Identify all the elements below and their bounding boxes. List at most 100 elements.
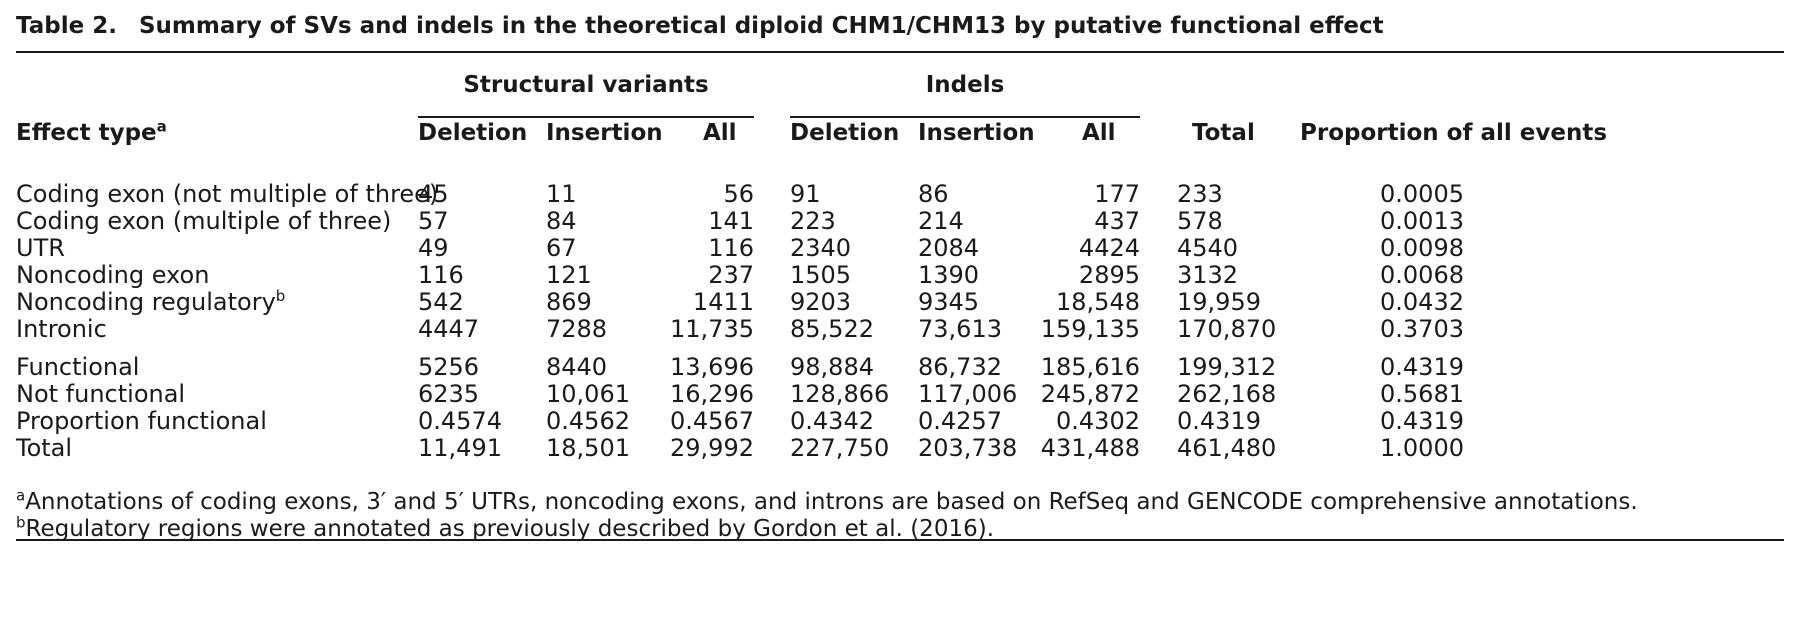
column-header-proportion: Proportion of all events: [1300, 120, 1608, 146]
row-footnote-mark: b: [275, 287, 286, 305]
caption-label: Table 2.: [16, 13, 117, 39]
row-label: Functional: [16, 353, 140, 381]
cell-indel-all: 177: [1094, 180, 1140, 208]
cell-indel-all: 437: [1094, 207, 1140, 235]
cell-proportion: 1.0000: [1380, 434, 1464, 462]
cell-indel-all: 4424: [1078, 234, 1140, 262]
row-label: Not functional: [16, 380, 186, 408]
cell-total: 170,870: [1177, 315, 1277, 343]
footnote-b: bRegulatory regions were annotated as pr…: [16, 515, 995, 542]
column-header-sv-insertion: Insertion: [546, 120, 663, 146]
cell-sv-deletion: 116: [418, 261, 464, 289]
group-rule-structural-variants: [418, 116, 754, 118]
cell-total: 578: [1177, 207, 1223, 235]
cell-sv-all: 237: [708, 261, 754, 289]
cell-total: 233: [1177, 180, 1223, 208]
cell-indel-deletion: 98,884: [790, 353, 874, 381]
cell-proportion: 0.5681: [1380, 380, 1464, 408]
cell-sv-insertion: 10,061: [546, 380, 630, 408]
cell-indel-insertion: 86: [918, 180, 949, 208]
cell-total: 4540: [1177, 234, 1239, 262]
column-header-sv-all: All: [703, 120, 737, 146]
cell-indel-deletion: 223: [790, 207, 836, 235]
footnote-a-mark: a: [16, 486, 26, 505]
cell-indel-insertion: 203,738: [918, 434, 1018, 462]
cell-sv-deletion: 6235: [418, 380, 480, 408]
cell-sv-insertion: 7288: [546, 315, 608, 343]
cell-indel-all: 0.4302: [1056, 407, 1140, 435]
cell-sv-deletion: 49: [418, 234, 449, 262]
cell-sv-all: 0.4567: [670, 407, 754, 435]
cell-indel-all: 18,548: [1056, 288, 1140, 316]
cell-sv-all: 11,735: [670, 315, 754, 343]
cell-sv-all: 141: [708, 207, 754, 235]
cell-sv-deletion: 11,491: [418, 434, 502, 462]
footnote-a-text: Annotations of coding exons, 3′ and 5′ U…: [25, 489, 1638, 515]
bottom-rule: [16, 539, 1784, 541]
column-header-indel-all: All: [1082, 120, 1116, 146]
group-header-indels: Indels: [925, 72, 1005, 98]
cell-indel-all: 431,488: [1040, 434, 1140, 462]
cell-indel-deletion: 91: [790, 180, 821, 208]
cell-total: 461,480: [1177, 434, 1277, 462]
effect-type-footnote-mark: a: [156, 117, 167, 136]
group-rule-indels: [790, 116, 1140, 118]
footnote-b-text: Regulatory regions were annotated as pre…: [25, 516, 995, 542]
cell-indel-deletion: 227,750: [790, 434, 890, 462]
row-label: Total: [16, 434, 73, 462]
cell-proportion: 0.0005: [1380, 180, 1464, 208]
cell-sv-deletion: 5256: [418, 353, 480, 381]
cell-sv-insertion: 18,501: [546, 434, 630, 462]
cell-sv-all: 13,696: [670, 353, 754, 381]
cell-indel-deletion: 128,866: [790, 380, 890, 408]
cell-sv-insertion: 0.4562: [546, 407, 630, 435]
cell-proportion: 0.4319: [1380, 353, 1464, 381]
caption-text: Summary of SVs and indels in the theoret…: [138, 13, 1384, 39]
cell-indel-insertion: 2084: [918, 234, 980, 262]
column-header-effect-type: Effect typea: [16, 117, 167, 146]
cell-indel-all: 185,616: [1040, 353, 1140, 381]
row-label: UTR: [16, 234, 65, 262]
cell-total: 19,959: [1177, 288, 1261, 316]
cell-sv-deletion: 57: [418, 207, 449, 235]
cell-indel-deletion: 1505: [790, 261, 852, 289]
footnote-a: aAnnotations of coding exons, 3′ and 5′ …: [16, 486, 1638, 515]
column-header-sv-deletion: Deletion: [418, 120, 528, 146]
cell-indel-deletion: 85,522: [790, 315, 874, 343]
cell-total: 199,312: [1177, 353, 1277, 381]
cell-sv-deletion: 45: [418, 180, 449, 208]
group-header-structural-variants: Structural variants: [463, 72, 709, 98]
row-label: Intronic: [16, 315, 107, 343]
cell-indel-insertion: 86,732: [918, 353, 1002, 381]
cell-indel-deletion: 9203: [790, 288, 852, 316]
top-rule: [16, 51, 1784, 53]
cell-proportion: 0.0068: [1380, 261, 1464, 289]
cell-sv-insertion: 67: [546, 234, 577, 262]
cell-sv-deletion: 4447: [418, 315, 480, 343]
cell-total: 262,168: [1177, 380, 1277, 408]
cell-sv-deletion: 542: [418, 288, 464, 316]
cell-indel-all: 159,135: [1040, 315, 1140, 343]
cell-sv-insertion: 869: [546, 288, 592, 316]
cell-indel-insertion: 117,006: [918, 380, 1018, 408]
cell-indel-deletion: 2340: [790, 234, 852, 262]
cell-indel-insertion: 9345: [918, 288, 980, 316]
table-caption: Table 2. Summary of SVs and indels in th…: [16, 13, 1384, 39]
cell-sv-insertion: 84: [546, 207, 577, 235]
cell-sv-insertion: 11: [546, 180, 577, 208]
cell-total: 0.4319: [1177, 407, 1261, 435]
cell-indel-insertion: 0.4257: [918, 407, 1002, 435]
row-label: Coding exon (not multiple of three): [16, 180, 439, 208]
cell-sv-all: 1411: [692, 288, 754, 316]
cell-proportion: 0.0098: [1380, 234, 1464, 262]
cell-sv-all: 116: [708, 234, 754, 262]
cell-indel-all: 245,872: [1040, 380, 1140, 408]
column-header-indel-deletion: Deletion: [790, 120, 900, 146]
cell-sv-deletion: 0.4574: [418, 407, 502, 435]
cell-proportion: 0.0432: [1380, 288, 1464, 316]
column-header-total: Total: [1192, 120, 1255, 146]
row-label: Coding exon (multiple of three): [16, 207, 392, 235]
cell-proportion: 0.3703: [1380, 315, 1464, 343]
row-label: Noncoding regulatoryb: [16, 287, 286, 316]
cell-indel-insertion: 73,613: [918, 315, 1002, 343]
